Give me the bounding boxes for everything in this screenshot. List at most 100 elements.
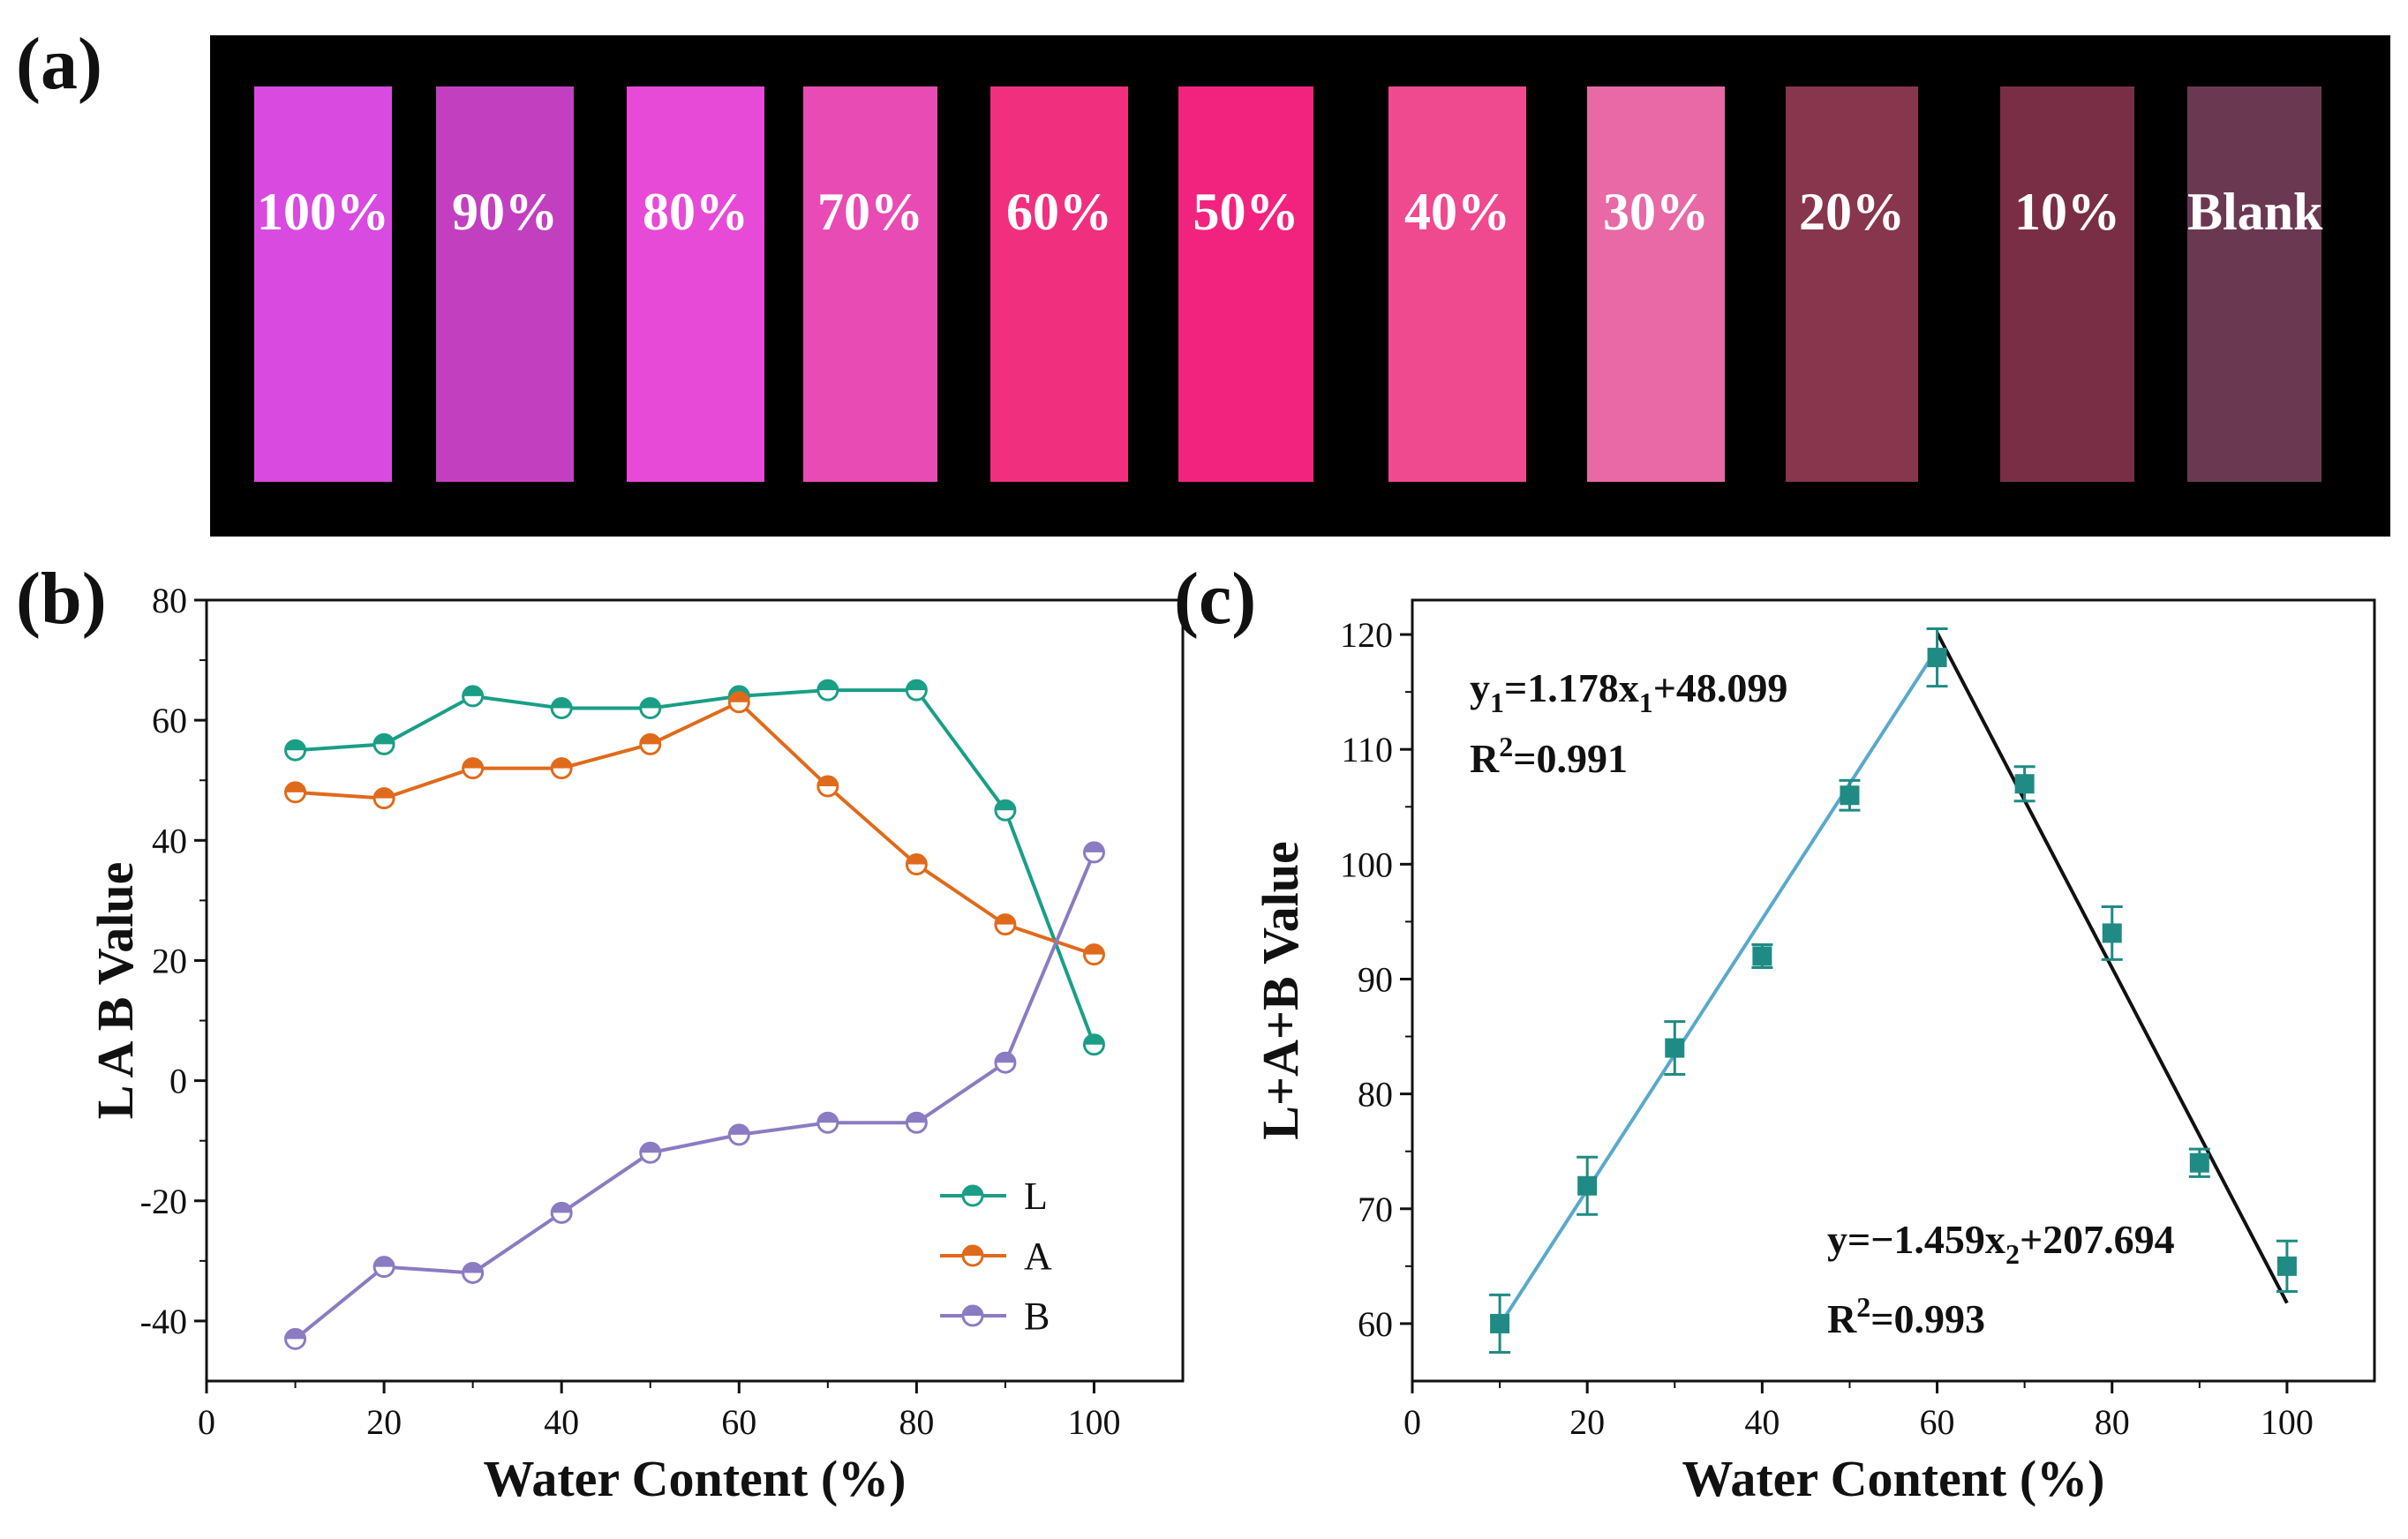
square-marker: [2102, 923, 2122, 943]
legend-label-L: L: [1024, 1175, 1048, 1218]
strip-label: 30%: [1603, 183, 1709, 241]
data-point-L: [816, 679, 839, 702]
data-point: [1839, 778, 1861, 812]
legend-label-A: A: [1024, 1235, 1052, 1278]
data-point-A: [1082, 943, 1105, 966]
test-strip: Blank: [2187, 86, 2323, 482]
data-point-A: [462, 757, 485, 780]
series-line-A: [295, 700, 1095, 957]
y-axis-label: L+A+B Value: [1252, 841, 1309, 1139]
annotation-part: y=−1.459x: [1827, 1217, 2005, 1262]
data-point-L: [1082, 1033, 1105, 1056]
data-point-L: [905, 679, 928, 702]
plot-frame: [205, 598, 1185, 1383]
data-point-L: [639, 697, 662, 720]
strip-label: 90%: [452, 183, 558, 241]
y-tick-label: 80: [152, 581, 187, 620]
y-tick-label: -20: [140, 1182, 187, 1221]
square-marker: [1752, 946, 1772, 966]
strip-label: 50%: [1193, 183, 1299, 241]
marker-fill: [463, 1263, 483, 1273]
panel-c-label: (c): [1174, 558, 1257, 640]
marker-fill: [1084, 842, 1104, 852]
data-point-A: [550, 757, 573, 780]
data-point: [2013, 765, 2036, 803]
marker-fill: [995, 1053, 1015, 1063]
marker-fill: [552, 698, 572, 709]
test-strip: 100%: [254, 86, 392, 482]
square-marker: [1927, 648, 1947, 668]
y-tick-label: 60: [152, 701, 187, 740]
square-marker: [2014, 774, 2035, 794]
marker-fill: [907, 1113, 927, 1123]
data-point-L: [994, 799, 1017, 822]
data-point-A: [994, 913, 1017, 936]
square-marker: [1577, 1175, 1598, 1196]
fit-line-1: [1498, 647, 1939, 1326]
data-point-B: [816, 1111, 839, 1134]
legend-marker-L: [961, 1184, 984, 1207]
marker-fill: [1084, 944, 1104, 955]
data-point: [1926, 627, 1948, 688]
x-tick-label: 80: [899, 1402, 934, 1442]
x-tick-label: 100: [2261, 1402, 2314, 1442]
data-point-B: [372, 1256, 395, 1279]
data-point-A: [372, 787, 395, 810]
marker-fill: [374, 788, 395, 799]
data-point-L: [372, 732, 395, 755]
x-tick-label: 0: [198, 1402, 215, 1442]
test-strip: 20%: [1786, 86, 1918, 482]
plot-frame: [1411, 598, 2376, 1383]
marker-fill: [817, 1113, 838, 1123]
test-strip: 80%: [627, 86, 764, 482]
y-tick-label: 60: [1358, 1304, 1393, 1344]
x-tick-label: 80: [2095, 1402, 2130, 1442]
panel-b-label: (b): [16, 558, 107, 640]
data-point: [1489, 1293, 1511, 1354]
annotation-part: 1: [1490, 687, 1504, 718]
y-tick-label: -40: [140, 1302, 187, 1341]
data-point-B: [905, 1111, 928, 1134]
strip-label: 100%: [257, 183, 389, 241]
marker-fill: [552, 758, 572, 769]
annotation-part: y: [1470, 665, 1490, 710]
marker-fill: [995, 914, 1015, 925]
x-tick-label: 0: [1403, 1402, 1421, 1442]
annotation-part: +48.099: [1653, 665, 1788, 710]
annotation-part: +207.694: [2020, 1217, 2175, 1262]
fit-r2-1: R2=0.991: [1470, 731, 1628, 781]
y-tick-label: 80: [1358, 1075, 1393, 1115]
x-tick-label: 100: [1067, 1402, 1120, 1442]
annotation-part: =1.178x: [1504, 665, 1639, 710]
test-strip: 50%: [1178, 86, 1313, 482]
strip-label: Blank: [2187, 183, 2323, 241]
data-point-B: [284, 1327, 307, 1350]
marker-fill: [285, 740, 305, 751]
fit-r2-2: R2=0.993: [1827, 1291, 1985, 1341]
marker-fill: [640, 1143, 660, 1153]
test-strip: 60%: [990, 86, 1128, 482]
strip-label: 60%: [1006, 183, 1112, 241]
data-point-A: [284, 781, 307, 804]
x-tick-label: 20: [366, 1402, 402, 1442]
fit-equation-2: y=−1.459x2+207.694: [1827, 1217, 2175, 1270]
data-point-B: [1082, 841, 1105, 864]
data-point-L: [550, 697, 573, 720]
y-tick-label: 100: [1340, 845, 1393, 884]
data-point-B: [639, 1141, 662, 1164]
data-point-B: [994, 1051, 1017, 1074]
data-point: [1664, 1020, 1686, 1077]
test-strip-photo: 100% 90% 80% 70% 60% 50% 40% 30% 20% 10% Blank: [210, 35, 2390, 537]
strip-label: 80%: [643, 183, 749, 241]
x-tick-label: 40: [1744, 1402, 1780, 1442]
marker-fill: [285, 1329, 305, 1340]
marker-fill: [963, 1246, 982, 1256]
marker-fill: [463, 686, 483, 696]
lab-value-chart: 0 20 40 60 80 100 -40 -20 0 20 40 60 80 Water Content…: [87, 581, 1185, 1507]
square-marker: [2276, 1256, 2297, 1276]
legend-marker-A: [961, 1244, 984, 1267]
data-point-L: [462, 685, 485, 708]
data-point-B: [462, 1261, 485, 1284]
marker-fill: [907, 854, 927, 865]
test-strip: 90%: [436, 86, 574, 482]
